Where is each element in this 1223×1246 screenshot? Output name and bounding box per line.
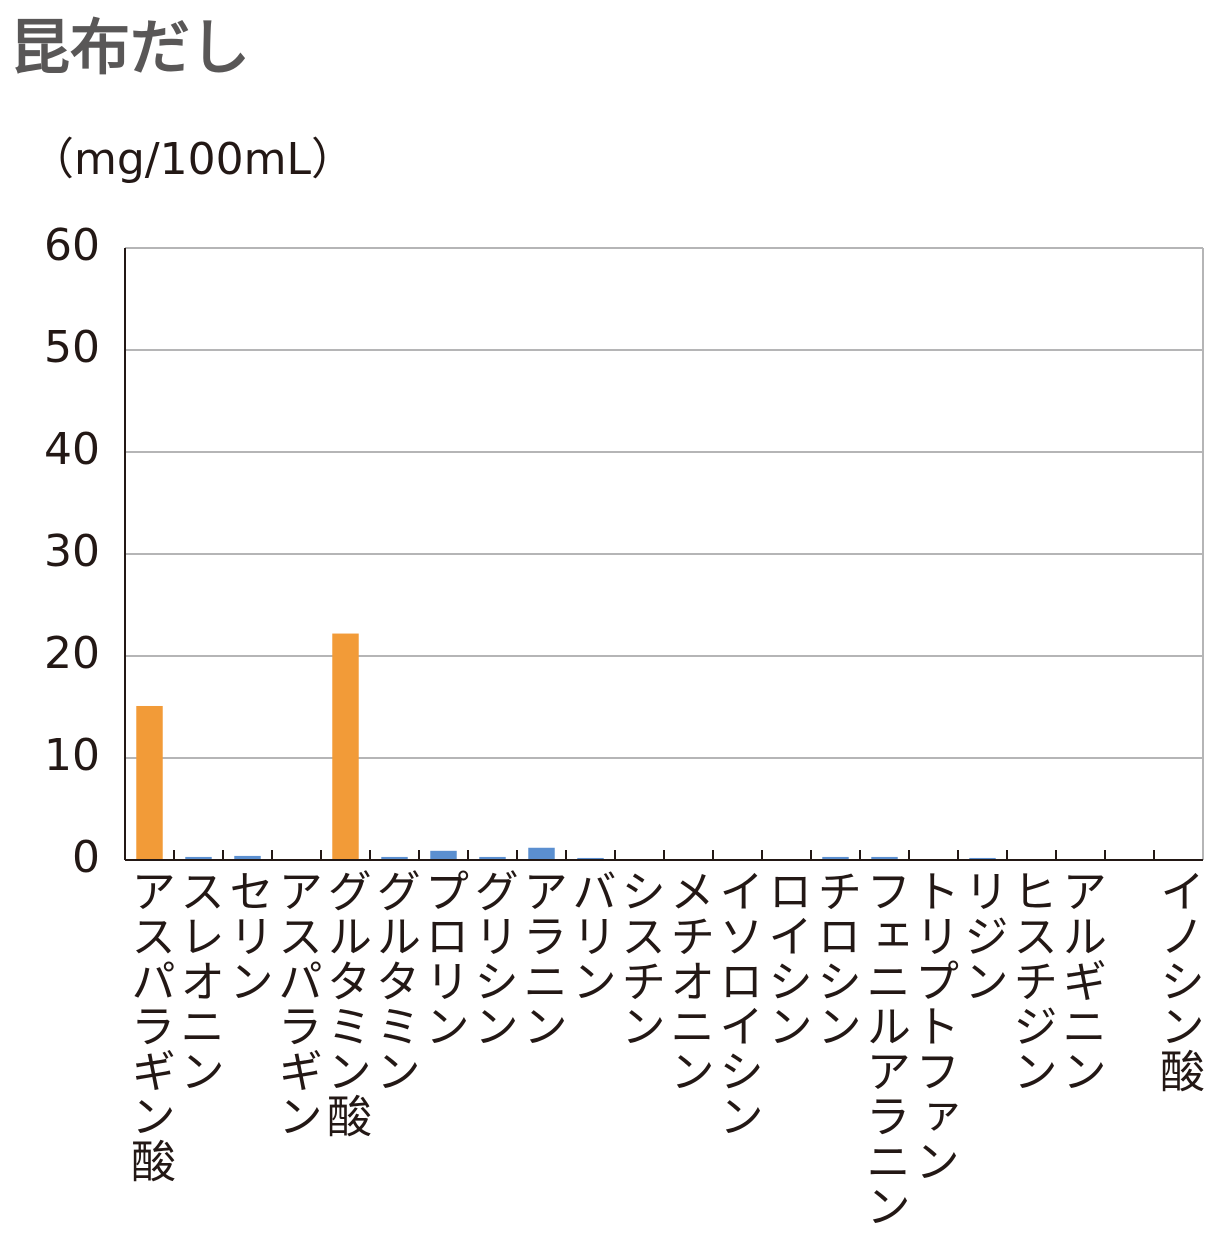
x-tick-label: グルタミン酸 <box>319 868 372 1138</box>
x-tick-label: トリプトファン <box>907 868 960 1183</box>
x-tick-label: イソロイシン <box>711 868 764 1138</box>
x-tick-label: アルギニン <box>1054 868 1107 1093</box>
bar <box>479 856 506 860</box>
x-tick-label: グリシン <box>466 868 519 1048</box>
y-tick-label: 0 <box>72 832 100 883</box>
bar <box>381 856 408 860</box>
y-tick-label: 10 <box>44 730 100 781</box>
bar <box>332 633 359 860</box>
x-tick-label: アラニン <box>515 868 568 1048</box>
x-tick-label: シスチン <box>613 868 666 1048</box>
y-tick-label: 40 <box>44 424 100 475</box>
x-tick-label: スレオニン <box>172 868 225 1093</box>
x-tick-label: フェニルアラニン <box>858 868 911 1228</box>
x-tick-label: リジン <box>956 868 1009 1003</box>
bar <box>871 856 898 860</box>
bar <box>136 705 163 860</box>
bar <box>185 856 212 860</box>
bar <box>528 847 555 860</box>
x-tick-label: アスパラギン酸 <box>123 868 176 1183</box>
x-tick-label: メチオニン <box>662 868 715 1093</box>
x-tick-label: バリン <box>564 868 617 1003</box>
bar <box>577 857 604 860</box>
x-tick-label: ロイシン <box>760 868 813 1048</box>
bar <box>969 857 996 860</box>
chart-title: 昆布だし <box>10 14 250 84</box>
bar <box>234 855 261 860</box>
x-tick-label: イノシン酸 <box>1152 868 1205 1093</box>
bar <box>430 850 457 860</box>
y-tick-label: 20 <box>44 628 100 679</box>
x-tick-label: チロシン <box>809 868 862 1048</box>
x-tick-label: グルタミン <box>368 868 421 1093</box>
y-axis-label: （mg/100mL） <box>30 134 355 185</box>
x-tick-label: プロリン <box>417 868 470 1048</box>
y-tick-label: 50 <box>44 322 100 373</box>
x-tick-label: アスパラギン <box>270 868 323 1138</box>
bar <box>822 856 849 860</box>
y-tick-label: 60 <box>44 220 100 271</box>
x-tick-label: ヒスチジン <box>1005 868 1058 1093</box>
y-tick-label: 30 <box>44 526 100 577</box>
x-tick-label: セリン <box>221 868 274 1003</box>
